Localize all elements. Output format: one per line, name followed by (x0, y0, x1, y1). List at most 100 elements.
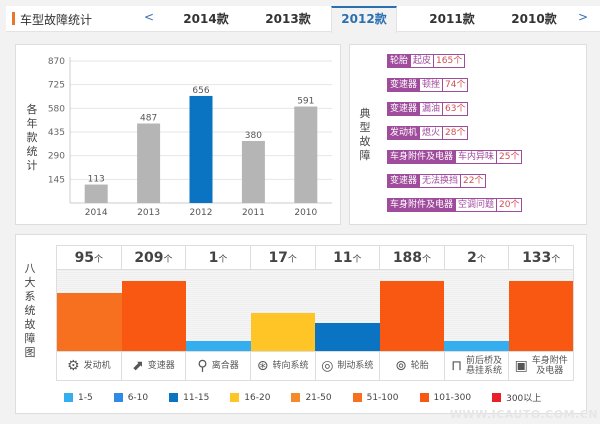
system-bar (508, 281, 573, 351)
fault-issue: 漏油 (420, 102, 444, 116)
fault-issue: 空调问题 (456, 198, 498, 212)
fault-count: 28个 (443, 126, 469, 140)
system-label-cell: ⊓ 前后桥及 悬挂系统 (445, 352, 510, 380)
fault-system: 车身附件及电器 (387, 150, 457, 164)
system-bar-column (379, 270, 444, 351)
fault-count: 22个 (461, 174, 487, 188)
system-label-cell: ⬈ 变速器 (122, 352, 187, 380)
tab-2013[interactable]: 2013款 (265, 12, 311, 26)
fault-count: 74个 (443, 78, 469, 92)
bar-2011 (241, 140, 265, 203)
header-bar: 车型故障统计 < 2014款 2013款 2012款 2011款 2010款 > (6, 6, 600, 33)
system-name: 前后桥及 悬挂系统 (466, 356, 503, 376)
fault-system: 车身附件及电器 (387, 198, 457, 212)
next-arrow[interactable]: > (578, 10, 589, 24)
bar-value-label: 487 (140, 114, 157, 124)
system-label-cell: ⊛ 转向系统 (251, 352, 316, 380)
tab-2014[interactable]: 2014款 (183, 12, 229, 26)
legend: 1-5 6-10 11-15 16-20 21-50 51-100 101-300 300以上 (64, 391, 562, 404)
fault-issue: 无法换挡 (420, 174, 462, 188)
tire-icon: ⊚ (395, 358, 407, 374)
legend-item: 101-300 (419, 391, 472, 404)
steering-wheel-icon: ⊛ (256, 358, 269, 374)
typical-faults-label: 典型故障 (359, 107, 371, 162)
system-name: 转向系统 (272, 361, 309, 371)
y-tick-label: 145 (48, 175, 65, 185)
x-tick-label: 2014 (85, 208, 108, 218)
legend-label: 1-5 (78, 392, 93, 403)
fault-system: 轮胎 (387, 54, 412, 68)
legend-item: 6-10 (113, 391, 149, 404)
tab-2011[interactable]: 2011款 (429, 12, 475, 26)
system-bar-column (121, 270, 186, 351)
legend-label: 16-20 (244, 392, 271, 403)
legend-label: 21-50 (305, 392, 332, 403)
y-tick-label: 870 (48, 57, 65, 67)
legend-label: 6-10 (127, 392, 149, 403)
system-label-cell: ▣ 车身附件 及电器 (509, 352, 573, 380)
systems-label: 八大系统故障图 (24, 262, 36, 359)
legend-item: 11-15 (169, 391, 209, 404)
tab-2010[interactable]: 2010款 (511, 12, 557, 26)
battery-icon: ▣ (514, 358, 528, 374)
system-bar (379, 281, 444, 351)
fault-item: 变速器 无法换挡 22个 (387, 174, 487, 188)
bar-value-label: 591 (297, 97, 314, 107)
system-name: 发动机 (83, 361, 111, 371)
y-tick-label: 580 (48, 104, 65, 114)
prev-arrow[interactable]: < (144, 10, 155, 24)
axle-icon: ⊓ (451, 358, 463, 374)
system-bar (57, 292, 122, 351)
system-label-cell: ⊚ 轮胎 (380, 352, 445, 380)
legend-item: 21-50 (291, 391, 332, 404)
system-bar (444, 341, 509, 351)
watermark: WWW.ICAUTO.COM.CN (449, 408, 598, 421)
bar-value-label: 113 (88, 175, 105, 185)
bar-value-label: 656 (192, 86, 209, 96)
tab-2012[interactable]: 2012款 (331, 6, 397, 33)
legend-item: 16-20 (230, 391, 270, 404)
fault-issue: 起皮 (411, 54, 435, 68)
system-bar-column (57, 270, 122, 351)
legend-label: 300以上 (506, 394, 542, 404)
legend-item: 300以上 (492, 391, 541, 404)
fault-item: 车身附件及电器 车内异味 25个 (387, 150, 523, 164)
system-label-cell: ⚙ 发动机 (57, 352, 122, 380)
year-bar-chart: 145 290 435 580 725 870 113 2014 487 2013 656 2012 3… (48, 57, 332, 218)
system-count: 95个 (57, 246, 122, 269)
fault-issue: 熄火 (420, 126, 444, 140)
bar-2013 (137, 123, 161, 203)
legend-label: 51-100 (366, 392, 399, 403)
brake-disc-icon: ◎ (321, 358, 334, 374)
system-name: 离合器 (211, 361, 239, 371)
fault-item: 车身附件及电器 空调问题 20个 (387, 198, 523, 212)
page-title: 车型故障统计 (12, 11, 92, 28)
fault-item: 变速器 顿挫 74个 (387, 78, 469, 92)
fault-system: 变速器 (387, 78, 421, 92)
fault-item: 轮胎 起皮 165个 (387, 54, 466, 68)
system-count: 188个 (380, 246, 445, 269)
system-bar (121, 281, 186, 351)
legend-swatch (230, 393, 240, 402)
fault-system: 变速器 (387, 174, 421, 188)
y-tick-label: 725 (48, 81, 65, 91)
system-count: 133个 (522, 250, 561, 266)
system-bar-column (250, 270, 315, 351)
system-name: 变速器 (147, 361, 175, 371)
legend-swatch (169, 393, 179, 402)
x-tick-label: 2012 (190, 208, 213, 218)
year-chart-ylabel: 各年款统计 (26, 103, 38, 172)
fault-item: 发动机 熄火 28个 (387, 126, 469, 140)
system-bar-column (186, 270, 251, 351)
fault-system: 变速器 (387, 102, 421, 116)
system-count: 11个 (316, 246, 381, 269)
system-count: 209个 (122, 246, 187, 269)
legend-swatch (64, 393, 73, 402)
legend-swatch (352, 393, 362, 402)
system-count: 1个 (186, 246, 251, 269)
typical-faults-panel: 典型故障 轮胎 起皮 165个 变速器 顿挫 74个 变速器 漏油 63个 发动机 熄火 28个 车身附… (349, 44, 587, 225)
y-tick-label: 435 (48, 128, 65, 138)
systems-grid: 95个 209个 1个 17个 11个 188个 2个 133个 ⚙ 发动机 ⬈ 变速器 ⚲ 离合器 ⊛ 转… (56, 245, 574, 381)
system-bar (250, 312, 315, 351)
legend-label: 101-300 (433, 392, 472, 403)
